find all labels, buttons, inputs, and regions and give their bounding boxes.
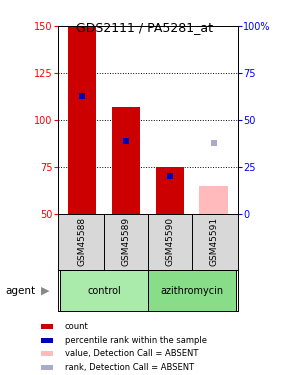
Text: count: count [65, 322, 89, 331]
Text: agent: agent [6, 286, 36, 296]
Text: GSM45591: GSM45591 [209, 217, 218, 266]
Text: control: control [87, 286, 121, 296]
Text: percentile rank within the sample: percentile rank within the sample [65, 336, 207, 345]
Text: rank, Detection Call = ABSENT: rank, Detection Call = ABSENT [65, 363, 194, 372]
Bar [68, 26, 96, 214]
Text: GDS2111 / PA5281_at: GDS2111 / PA5281_at [77, 21, 213, 34]
Text: GSM45590: GSM45590 [165, 217, 174, 266]
Text: ▶: ▶ [41, 286, 49, 296]
Bar [41, 365, 53, 370]
Text: GSM45589: GSM45589 [122, 217, 130, 266]
Bar [60, 270, 148, 311]
Bar [155, 167, 184, 214]
Bar [148, 270, 235, 311]
Bar [41, 338, 53, 343]
Text: GSM45588: GSM45588 [78, 217, 87, 266]
Bar [112, 107, 140, 214]
Bar [41, 324, 53, 329]
Bar [41, 351, 53, 356]
Bar [200, 186, 228, 214]
Text: value, Detection Call = ABSENT: value, Detection Call = ABSENT [65, 350, 198, 358]
Text: azithromycin: azithromycin [160, 286, 223, 296]
